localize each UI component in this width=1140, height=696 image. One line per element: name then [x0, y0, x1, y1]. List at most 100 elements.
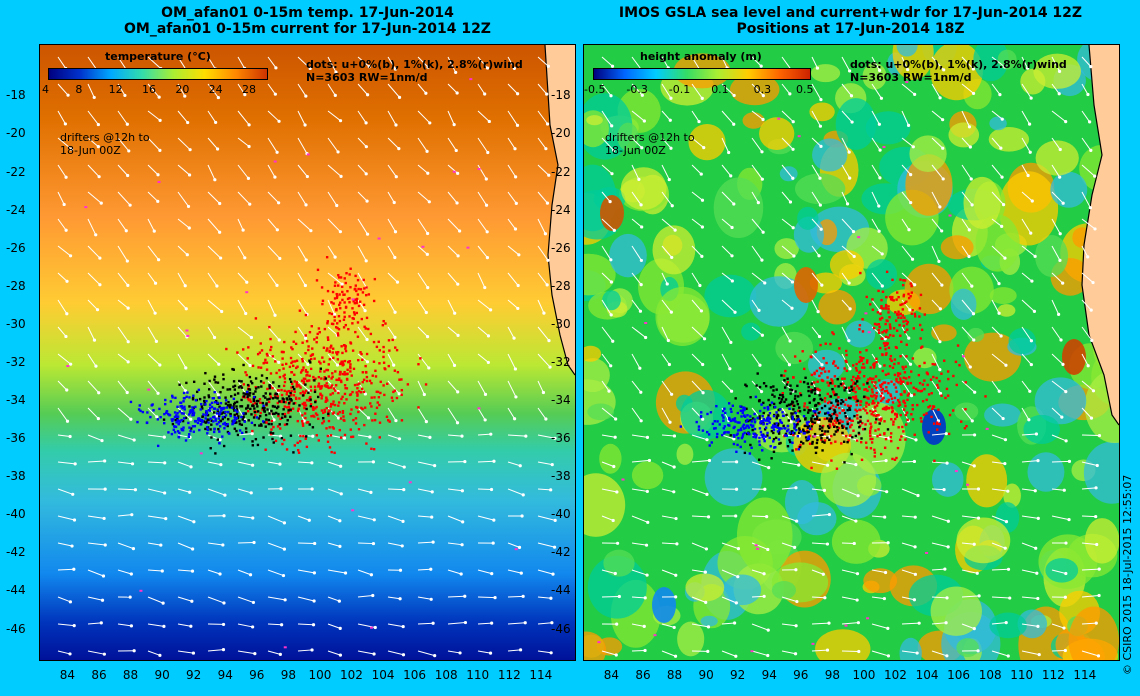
drifter-dot: [301, 414, 304, 417]
current-arrow: [147, 137, 161, 151]
drifter-dot: [805, 421, 809, 424]
drifter-dot: [871, 402, 874, 405]
drifter-dot: [811, 414, 815, 417]
current-arrow: [661, 110, 671, 121]
drifter-dot: [829, 381, 832, 385]
current-arrow: [177, 542, 193, 550]
current-arrow: [1081, 299, 1092, 311]
drifter-dot: [343, 277, 346, 280]
anomaly-blob: [599, 443, 622, 474]
drifter-dot: [354, 284, 358, 287]
current-arrow: [207, 83, 219, 98]
drifter-dot: [376, 401, 379, 404]
drifter-marker: [306, 153, 310, 156]
drifter-dot: [323, 378, 326, 381]
anomaly-blob: [688, 123, 726, 161]
drifter-dot: [393, 389, 397, 392]
drifter-dot: [766, 434, 769, 437]
drifter-dot: [330, 384, 334, 387]
current-arrow-head: [880, 284, 884, 288]
drifter-dot: [835, 398, 838, 402]
current-arrow: [841, 137, 850, 153]
drifter-dot: [374, 375, 378, 378]
drifter-dot: [843, 403, 847, 406]
drifter-dot: [954, 360, 958, 364]
current-arrow: [691, 542, 707, 550]
drifter-dot: [292, 340, 295, 343]
drifter-dot: [323, 376, 326, 379]
current-arrow: [961, 326, 975, 341]
current-arrow-head: [338, 544, 342, 548]
drifter-dot: [871, 381, 874, 384]
current-arrow-head: [850, 120, 854, 124]
current-arrow: [87, 272, 101, 286]
drifter-dot: [338, 410, 341, 414]
drifter-dot: [322, 346, 326, 349]
drifter-dot: [244, 407, 248, 410]
drifter-dot: [814, 446, 817, 449]
drifter-dot: [767, 398, 770, 402]
current-arrow-head: [426, 231, 430, 236]
current-arrow-head: [938, 307, 942, 311]
drifter-dot: [858, 370, 862, 374]
drifter-dot: [256, 352, 260, 356]
current-arrow-head: [103, 543, 107, 547]
drifter-dot: [379, 380, 382, 384]
current-arrow: [507, 542, 520, 548]
current-arrow: [811, 488, 825, 491]
drifter-dot: [744, 426, 747, 429]
drifter-dot: [220, 412, 223, 415]
drifter-dot: [330, 377, 333, 380]
current-arrow: [901, 110, 910, 126]
current-arrow: [751, 353, 761, 366]
current-arrow: [991, 407, 1004, 419]
drifter-dot: [350, 435, 353, 439]
current-arrow-head: [972, 464, 976, 468]
current-arrow-head: [609, 313, 613, 317]
drifter-dot: [742, 427, 746, 430]
drifter-dot: [177, 422, 180, 426]
drifter-dot: [194, 399, 198, 402]
drifter-dot: [173, 431, 177, 434]
current-arrow-head: [1058, 258, 1062, 262]
current-arrow-head: [1001, 416, 1005, 421]
current-arrow-head: [283, 598, 287, 602]
current-arrow: [507, 164, 517, 178]
current-arrow-head: [277, 360, 281, 364]
current-arrow: [961, 191, 973, 206]
drifter-dot: [322, 420, 326, 423]
current-arrow: [601, 272, 612, 283]
current-arrow: [57, 568, 74, 571]
current-arrow: [1021, 56, 1029, 69]
drifter-dot: [213, 378, 216, 381]
current-arrow-head: [607, 389, 611, 393]
drifter-dot: [821, 440, 824, 443]
drifter-dot: [301, 368, 304, 372]
current-arrow-head: [342, 436, 347, 440]
drifter-dot: [836, 419, 839, 422]
drifter-dot: [207, 408, 211, 412]
current-arrow: [327, 218, 341, 233]
drifter-dot: [849, 404, 852, 408]
drifter-dot: [257, 366, 260, 369]
current-arrow: [267, 407, 275, 421]
current-arrow: [961, 245, 970, 257]
drifter-dot: [891, 295, 894, 299]
current-arrow-head: [908, 308, 912, 312]
anomaly-blob: [1023, 414, 1060, 445]
current-arrow: [327, 191, 338, 206]
current-arrow-head: [335, 203, 339, 208]
drifter-dot: [755, 434, 758, 437]
drifter-marker: [797, 135, 801, 138]
drifter-dot: [718, 423, 721, 426]
current-arrow-head: [941, 177, 945, 181]
drifter-dot: [235, 412, 239, 415]
drifter-dot: [850, 452, 853, 456]
current-arrow: [901, 569, 916, 575]
anomaly-blob: [1008, 328, 1036, 355]
current-arrow-head: [365, 337, 369, 342]
current-arrow-head: [1058, 232, 1062, 236]
drifter-dot: [875, 323, 878, 326]
current-arrow-head: [491, 541, 495, 545]
current-arrow-head: [544, 147, 548, 151]
